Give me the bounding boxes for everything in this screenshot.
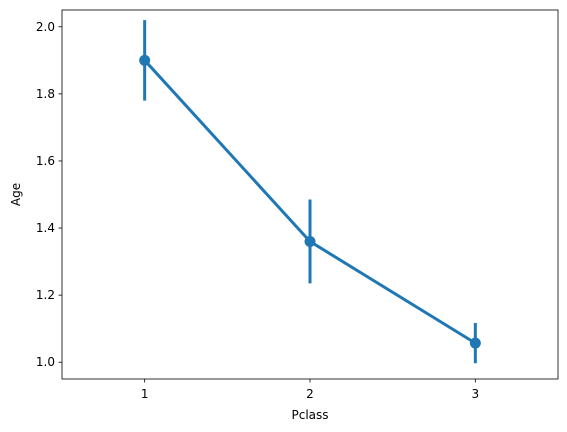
series-layer — [139, 20, 481, 363]
y-tick-label: 2.0 — [36, 20, 55, 34]
y-tick-label: 1.8 — [36, 87, 55, 101]
axes-spines — [62, 10, 558, 379]
data-point — [470, 338, 481, 349]
y-tick-label: 1.0 — [36, 355, 55, 369]
data-point — [305, 236, 316, 247]
x-axis-label: Pclass — [291, 408, 328, 422]
y-axis: 1.0 1.2 1.4 1.6 1.8 2.0 — [36, 20, 62, 369]
x-tick-label: 1 — [141, 387, 149, 401]
x-tick-label: 2 — [306, 387, 314, 401]
axes-frame — [62, 10, 558, 379]
y-tick-label: 1.6 — [36, 154, 55, 168]
y-tick-label: 1.2 — [36, 288, 55, 302]
x-tick-label: 3 — [472, 387, 480, 401]
x-axis: 1 2 3 — [141, 379, 479, 401]
data-point — [139, 55, 150, 66]
y-tick-label: 1.4 — [36, 221, 55, 235]
y-axis-label: Age — [9, 183, 23, 206]
